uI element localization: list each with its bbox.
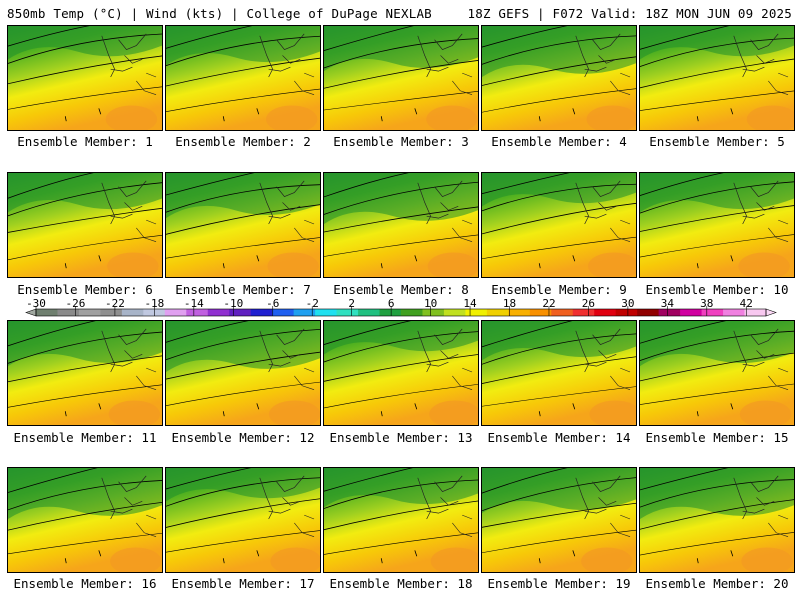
colorbar-swatch bbox=[164, 309, 187, 316]
colorbar-swatch bbox=[572, 309, 595, 316]
ensemble-member-map bbox=[481, 320, 637, 426]
colorbar-tick-label: 42 bbox=[740, 297, 753, 310]
ensemble-member-map bbox=[165, 467, 321, 573]
colorbar-tick-label: -18 bbox=[144, 297, 164, 310]
member-label: Ensemble Member: 17 bbox=[171, 576, 315, 591]
colorbar-swatch bbox=[465, 309, 488, 316]
member-label: Ensemble Member: 8 bbox=[333, 282, 469, 297]
map-title: 850mb Temp (°C) | Wind (kts) | College o… bbox=[7, 6, 432, 21]
colorbar-tick-label: 2 bbox=[348, 297, 355, 310]
colorbar-swatch bbox=[680, 309, 703, 316]
colorbar-tick-label: 18 bbox=[503, 297, 516, 310]
colorbar-tick-label: 22 bbox=[542, 297, 555, 310]
colorbar-tick-label: 10 bbox=[424, 297, 437, 310]
ensemble-member-map bbox=[7, 25, 163, 131]
ensemble-member-map bbox=[165, 172, 321, 278]
colorbar-swatch bbox=[615, 309, 638, 316]
colorbar-swatch bbox=[701, 309, 724, 316]
colorbar-swatch bbox=[78, 309, 101, 316]
colorbar-swatch bbox=[36, 309, 58, 316]
colorbar-tick-label: -10 bbox=[223, 297, 243, 310]
colorbar-swatch bbox=[401, 309, 423, 316]
member-label: Ensemble Member: 18 bbox=[329, 576, 473, 591]
colorbar-swatch bbox=[551, 309, 574, 316]
colorbar-tick-label: -6 bbox=[266, 297, 279, 310]
ensemble-member-map bbox=[639, 320, 795, 426]
colorbar-swatch bbox=[315, 309, 338, 316]
ensemble-member-map bbox=[481, 467, 637, 573]
colorbar-swatch bbox=[186, 309, 209, 316]
member-label: Ensemble Member: 6 bbox=[17, 282, 153, 297]
colorbar-tick-label: 6 bbox=[388, 297, 395, 310]
member-label: Ensemble Member: 2 bbox=[175, 134, 311, 149]
colorbar-swatch bbox=[57, 309, 80, 316]
model-valid-time: 18Z GEFS | F072 Valid: 18Z MON JUN 09 20… bbox=[467, 6, 792, 21]
member-label: Ensemble Member: 10 bbox=[645, 282, 789, 297]
member-label: Ensemble Member: 3 bbox=[333, 134, 469, 149]
ensemble-member-map bbox=[481, 25, 637, 131]
colorbar-swatch bbox=[658, 309, 681, 316]
colorbar-right-arrow bbox=[765, 308, 777, 317]
ensemble-member-map bbox=[481, 172, 637, 278]
colorbar-swatch bbox=[529, 309, 552, 316]
colorbar-swatch bbox=[358, 309, 381, 316]
colorbar-swatch bbox=[207, 309, 230, 316]
member-label: Ensemble Member: 14 bbox=[487, 430, 631, 445]
ensemble-member-map bbox=[639, 25, 795, 131]
member-label: Ensemble Member: 7 bbox=[175, 282, 311, 297]
colorbar-swatch bbox=[100, 309, 123, 316]
ensemble-member-map bbox=[7, 172, 163, 278]
member-label: Ensemble Member: 12 bbox=[171, 430, 315, 445]
colorbar-swatch bbox=[443, 309, 466, 316]
member-label: Ensemble Member: 16 bbox=[13, 576, 157, 591]
colorbar-swatch bbox=[508, 309, 531, 316]
colorbar-swatch bbox=[293, 309, 316, 316]
colorbar-tick-label: 38 bbox=[700, 297, 713, 310]
ensemble-member-map bbox=[165, 25, 321, 131]
ensemble-member-map bbox=[639, 467, 795, 573]
member-label: Ensemble Member: 11 bbox=[13, 430, 157, 445]
member-label: Ensemble Member: 20 bbox=[645, 576, 789, 591]
colorbar-tick-label: -26 bbox=[66, 297, 86, 310]
colorbar-swatch bbox=[379, 309, 402, 316]
colorbar-swatch bbox=[272, 309, 295, 316]
member-label: Ensemble Member: 4 bbox=[491, 134, 627, 149]
colorbar-swatch bbox=[744, 309, 767, 316]
ensemble-member-map bbox=[165, 320, 321, 426]
ensemble-member-map bbox=[323, 25, 479, 131]
ensemble-member-map bbox=[323, 172, 479, 278]
colorbar-tick-label: 14 bbox=[463, 297, 477, 310]
colorbar-swatch bbox=[594, 309, 617, 316]
ensemble-member-map bbox=[7, 467, 163, 573]
member-label: Ensemble Member: 5 bbox=[649, 134, 785, 149]
colorbar-swatch bbox=[637, 309, 660, 316]
temperature-colorbar: -30 -26 -22 -18 -14 -10 -6 -2 2 6 10 14 18 22 26 30 34 38… bbox=[0, 296, 800, 322]
colorbar-left-arrow bbox=[25, 308, 37, 317]
colorbar-tick-label: -30 bbox=[26, 297, 46, 310]
colorbar-swatch bbox=[121, 309, 144, 316]
colorbar-swatch bbox=[250, 309, 273, 316]
colorbar-tick-label: 34 bbox=[661, 297, 675, 310]
ensemble-member-map bbox=[323, 467, 479, 573]
colorbar-tick-label: 26 bbox=[582, 297, 595, 310]
colorbar-tick-label: 30 bbox=[621, 297, 634, 310]
colorbar-swatch bbox=[422, 309, 445, 316]
colorbar-tick-label: -14 bbox=[184, 297, 204, 310]
colorbar-swatch bbox=[336, 309, 359, 316]
colorbar-tick-label: -2 bbox=[306, 297, 319, 310]
colorbar-swatch bbox=[723, 309, 746, 316]
member-label: Ensemble Member: 15 bbox=[645, 430, 789, 445]
colorbar-swatch bbox=[229, 309, 252, 316]
colorbar-swatch bbox=[486, 309, 509, 316]
colorbar-tick-label: -22 bbox=[105, 297, 125, 310]
member-label: Ensemble Member: 9 bbox=[491, 282, 627, 297]
member-label: Ensemble Member: 13 bbox=[329, 430, 473, 445]
member-label: Ensemble Member: 1 bbox=[17, 134, 153, 149]
member-label: Ensemble Member: 19 bbox=[487, 576, 631, 591]
ensemble-member-map bbox=[7, 320, 163, 426]
ensemble-member-map bbox=[323, 320, 479, 426]
ensemble-member-map bbox=[639, 172, 795, 278]
